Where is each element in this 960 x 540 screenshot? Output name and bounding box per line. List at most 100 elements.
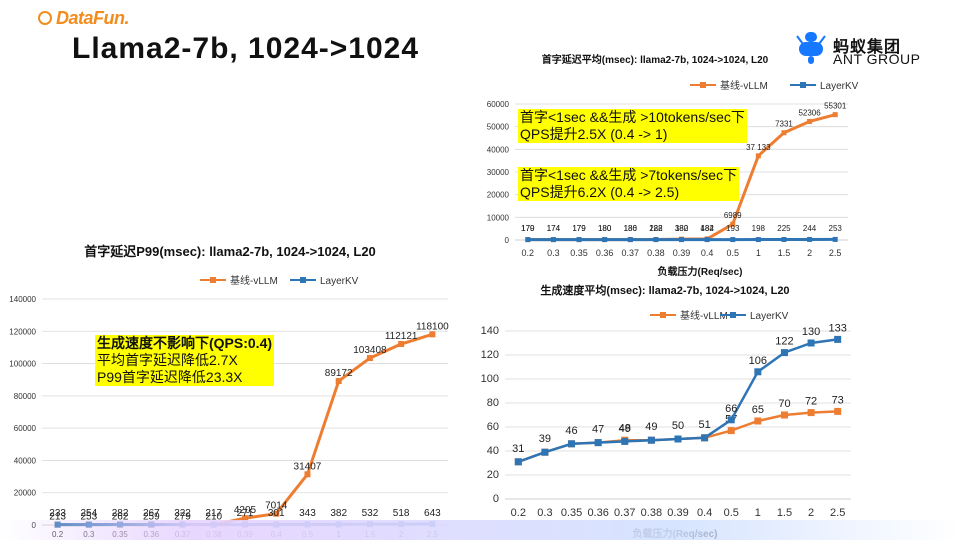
y-tick-label: 40000 <box>487 145 510 154</box>
y-tick-label: 60000 <box>14 424 37 433</box>
data-point <box>679 237 684 243</box>
note-line: QPS提升2.5X (0.4 -> 1) <box>520 126 668 142</box>
x-tick-label: 2.5 <box>830 507 845 519</box>
data-point <box>701 434 709 442</box>
ant-logo-cn: 蚂蚁集团 <box>833 39 902 56</box>
y-tick-label: 50000 <box>487 123 510 132</box>
data-label: 103408 <box>353 345 387 356</box>
data-label: 66 <box>725 403 737 415</box>
data-point <box>602 237 608 243</box>
data-point <box>647 436 655 444</box>
note-line: 平均首字延迟降低2.7X <box>97 352 238 368</box>
x-tick-label: 0.35 <box>570 248 588 258</box>
x-tick-label: 0.3 <box>537 507 552 519</box>
legend-marker <box>730 312 736 318</box>
x-tick-label: 0.36 <box>587 507 608 519</box>
x-tick-label: 0.39 <box>673 248 691 258</box>
data-label: 259 <box>143 512 160 523</box>
note-line: 首字<1sec &&生成 >10tokens/sec下 <box>520 109 745 125</box>
data-label: 518 <box>393 508 410 519</box>
y-tick-label: 60000 <box>487 100 510 109</box>
data-label: 48 <box>619 422 631 434</box>
note-line: P99首字延迟降低23.3X <box>97 369 243 385</box>
data-label: 7014 <box>265 501 288 512</box>
data-point <box>704 237 710 243</box>
data-point <box>807 236 813 242</box>
chart-title: 生成速度平均(msec): llama2-7b, 1024->1024, L20 <box>540 283 789 297</box>
data-label: 118100 <box>416 321 449 332</box>
data-label: 213 <box>49 512 66 523</box>
data-point <box>754 368 762 376</box>
data-label: 180 <box>598 224 612 233</box>
x-tick-label: 0.37 <box>622 248 640 258</box>
data-label: 112121 <box>385 331 418 342</box>
data-point <box>568 440 576 448</box>
data-point <box>832 236 838 242</box>
data-point <box>514 458 522 466</box>
data-point <box>366 355 373 362</box>
data-point <box>781 130 787 136</box>
data-label: 31407 <box>294 461 322 472</box>
data-label: 233 <box>49 508 66 519</box>
chart-title: 首字延迟平均(msec): llama2-7b, 1024->1024, L20 <box>542 53 769 66</box>
data-point <box>834 335 842 343</box>
y-tick-label: 30000 <box>487 168 510 177</box>
data-label: 73 <box>832 394 844 406</box>
x-tick-label: 2.5 <box>829 248 842 258</box>
chart-title: 首字延迟P99(msec): llama2-7b, 1024->1024, L2… <box>84 244 376 259</box>
data-point <box>781 236 787 242</box>
data-point <box>242 515 248 522</box>
data-point <box>429 331 436 338</box>
data-label: 262 <box>112 512 129 523</box>
y-tick-label: 20000 <box>14 489 37 498</box>
y-tick-label: 80 <box>487 397 499 409</box>
x-tick-label: 0.35 <box>561 507 582 519</box>
data-label: 46 <box>565 425 577 437</box>
data-label: 31 <box>512 443 524 455</box>
legend-marker <box>700 82 706 88</box>
data-label: 222 <box>649 224 663 233</box>
legend-label: LayerKV <box>750 311 789 322</box>
data-label: 182 <box>700 224 714 233</box>
decorative-bottom-bar <box>0 520 960 540</box>
data-point <box>627 237 633 243</box>
ant-group-logo: 蚂蚁集团 ANT GROUP <box>795 30 935 70</box>
data-label: 179 <box>572 224 586 233</box>
data-point <box>807 118 813 124</box>
data-point <box>727 416 735 424</box>
legend-label: 基线-vLLM <box>680 309 728 322</box>
data-label: 643 <box>424 508 441 519</box>
y-tick-label: 80000 <box>14 392 37 401</box>
data-label: 39 <box>539 433 551 445</box>
p99-note: 生成速度不影响下(QPS:0.4) 平均首字延迟降低2.7X P99首字延迟降低… <box>95 335 275 386</box>
y-tick-label: 20 <box>487 469 499 481</box>
data-label: 49 <box>645 421 657 433</box>
note-line: 生成速度不影响下(QPS:0.4) <box>97 335 273 351</box>
data-point <box>780 349 788 357</box>
datafun-logo: DataFun. <box>38 8 130 29</box>
data-point <box>541 448 549 456</box>
x-tick-label: 0.3 <box>547 248 560 258</box>
data-label: 49 <box>619 423 631 435</box>
legend-label: LayerKV <box>820 81 859 92</box>
legend-label: LayerKV <box>320 276 359 287</box>
x-tick-label: 1 <box>756 248 761 258</box>
data-label: 133 <box>829 322 847 334</box>
data-point <box>730 221 736 227</box>
data-label: 179 <box>572 224 586 233</box>
data-label: 210 <box>205 512 222 523</box>
x-tick-label: 1.5 <box>778 248 791 258</box>
x-tick-label: 0.4 <box>697 507 712 519</box>
data-label: 51 <box>698 419 710 431</box>
data-label: 244 <box>803 224 817 233</box>
y-tick-label: 100 <box>481 373 499 385</box>
data-label: 70 <box>778 398 790 410</box>
x-tick-label: 0.4 <box>701 248 714 258</box>
data-label: 65 <box>752 404 764 416</box>
y-tick-label: 40 <box>487 445 499 457</box>
data-label: 282 <box>112 508 129 519</box>
data-label: 254 <box>81 508 98 519</box>
datafun-logo-text: DataFun. <box>56 8 130 28</box>
legend-marker <box>660 312 666 318</box>
ant-logo-icon <box>796 32 826 64</box>
